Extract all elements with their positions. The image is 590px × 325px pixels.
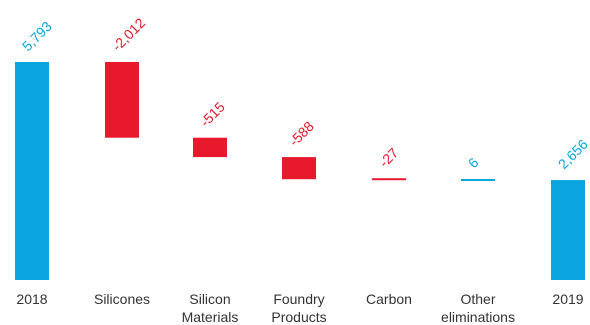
x-tick-label-line: Silicon bbox=[189, 291, 230, 307]
x-tick-label: Foundry Products bbox=[271, 291, 326, 325]
x-tick-label-line: 2019 bbox=[552, 291, 583, 307]
data-label: -27 bbox=[376, 145, 402, 171]
x-tick-label: 2018 bbox=[16, 291, 47, 307]
x-tick-label: Other eliminations bbox=[441, 291, 515, 325]
data-label: -588 bbox=[286, 118, 317, 149]
x-tick-label-line: Silicones bbox=[94, 291, 150, 307]
x-tick-label-line: Products bbox=[271, 309, 326, 325]
data-label: -2,012 bbox=[109, 15, 149, 55]
data-label: 5,793 bbox=[19, 18, 55, 54]
x-tick-label-line: eliminations bbox=[441, 309, 515, 325]
x-tick-label: Silicones bbox=[94, 291, 150, 307]
bar-2018 bbox=[15, 62, 49, 280]
x-tick-label-line: 2018 bbox=[16, 291, 47, 307]
bars-layer bbox=[15, 62, 585, 280]
bar-silicones bbox=[105, 62, 139, 138]
bar-other-eliminations bbox=[461, 179, 495, 182]
x-axis-tick-labels: 2018 Silicones Silicon Materials Foundry Prod… bbox=[16, 291, 583, 325]
x-tick-label: 2019 bbox=[552, 291, 583, 307]
bar-foundry-products bbox=[282, 157, 316, 180]
bar-silicon-materials bbox=[193, 137, 227, 158]
data-label: -515 bbox=[197, 99, 228, 130]
x-tick-label-line: Materials bbox=[182, 309, 239, 325]
data-labels-layer: 5,793 -2,012 -515 -588 -27 6 2,656 bbox=[19, 15, 590, 173]
x-tick-label-line: Carbon bbox=[366, 291, 412, 307]
x-tick-label-line: Other bbox=[460, 291, 495, 307]
x-tick-label-line: Foundry bbox=[273, 291, 324, 307]
data-label: 2,656 bbox=[555, 136, 590, 172]
bar-2019 bbox=[551, 180, 585, 280]
bar-carbon bbox=[372, 178, 406, 181]
x-tick-label: Silicon Materials bbox=[182, 291, 239, 325]
data-label: 6 bbox=[465, 154, 482, 171]
x-tick-label: Carbon bbox=[366, 291, 412, 307]
